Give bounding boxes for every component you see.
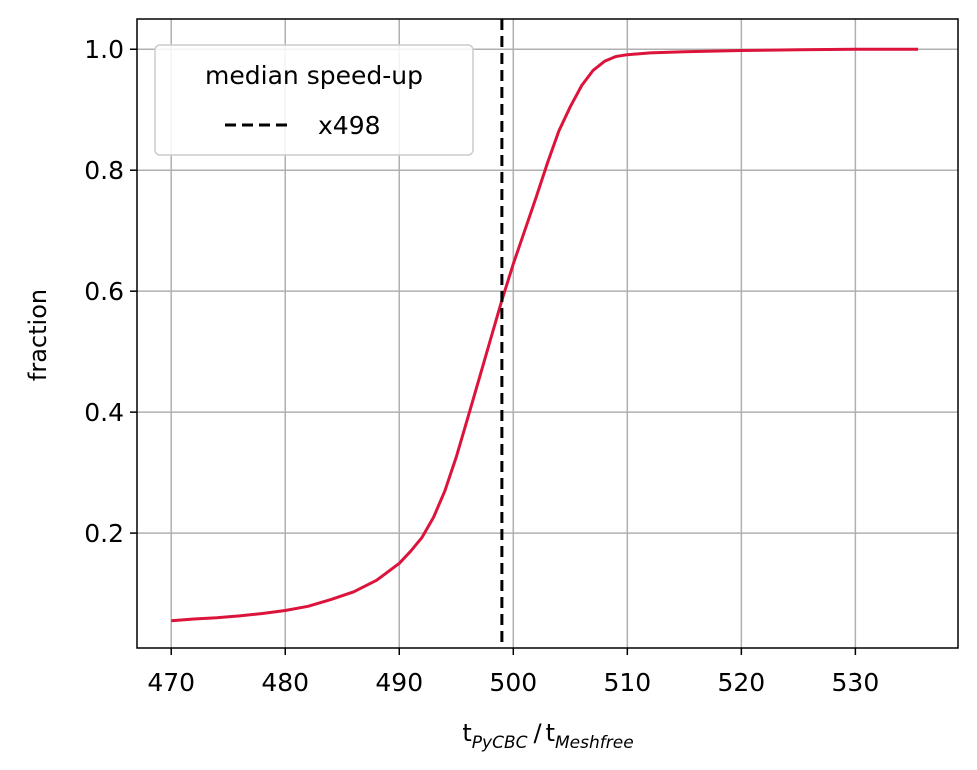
x-tick-label: 510	[603, 668, 651, 697]
x-tick-label: 480	[261, 668, 309, 697]
y-tick-label: 0.4	[84, 398, 124, 427]
x-axis-ticks: 470 480 490 500 510 520 530	[147, 648, 879, 697]
series-layer	[171, 47, 919, 623]
y-tick-label: 0.6	[84, 277, 124, 306]
plot-frame	[136, 18, 959, 649]
y-tick-label: 0.8	[84, 156, 124, 185]
x-tick-label: 500	[489, 668, 537, 697]
legend: median speed-up x498	[154, 44, 474, 156]
legend-title: median speed-up	[205, 61, 423, 90]
y-tick-label: 1.0	[84, 35, 124, 64]
legend-entry-label: x498	[318, 111, 381, 140]
y-tick-label: 0.2	[84, 519, 124, 548]
legend-box	[154, 44, 474, 156]
series-line	[171, 47, 919, 623]
x-tick-label: 470	[147, 668, 195, 697]
y-axis-ticks: 0.2 0.4 0.6 0.8 1.0	[84, 35, 137, 548]
x-axis-label: tPyCBC / tMeshfree	[462, 719, 633, 753]
x-tick-label: 490	[375, 668, 423, 697]
x-tick-label: 520	[717, 668, 765, 697]
x-tick-label: 530	[832, 668, 880, 697]
y-axis-label: fraction	[24, 289, 52, 381]
